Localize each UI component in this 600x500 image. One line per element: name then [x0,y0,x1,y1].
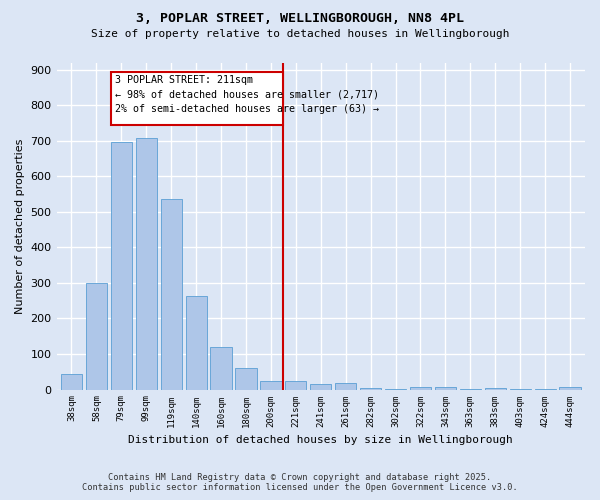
Text: Contains HM Land Registry data © Crown copyright and database right 2025.
Contai: Contains HM Land Registry data © Crown c… [82,473,518,492]
Text: 3 POPLAR STREET: 211sqm
← 98% of detached houses are smaller (2,717)
2% of semi-: 3 POPLAR STREET: 211sqm ← 98% of detache… [115,75,379,114]
Bar [485,388,506,390]
Text: Size of property relative to detached houses in Wellingborough: Size of property relative to detached ho… [91,29,509,39]
Bar [559,388,581,390]
Bar [460,389,481,390]
Y-axis label: Number of detached properties: Number of detached properties [15,138,25,314]
X-axis label: Distribution of detached houses by size in Wellingborough: Distribution of detached houses by size … [128,435,513,445]
Bar [435,387,456,390]
Bar [112,72,283,124]
Bar [260,380,281,390]
Bar [235,368,257,390]
Bar [360,388,381,390]
Bar [385,389,406,390]
Bar [161,198,182,390]
Bar [86,283,107,390]
Bar [211,346,232,390]
Bar [185,296,207,390]
Bar [61,374,82,390]
Bar [335,383,356,390]
Bar [310,384,331,390]
Text: 3, POPLAR STREET, WELLINGBOROUGH, NN8 4PL: 3, POPLAR STREET, WELLINGBOROUGH, NN8 4P… [136,12,464,26]
Bar [136,138,157,390]
Bar [410,387,431,390]
Bar [111,142,132,390]
Bar [285,380,307,390]
